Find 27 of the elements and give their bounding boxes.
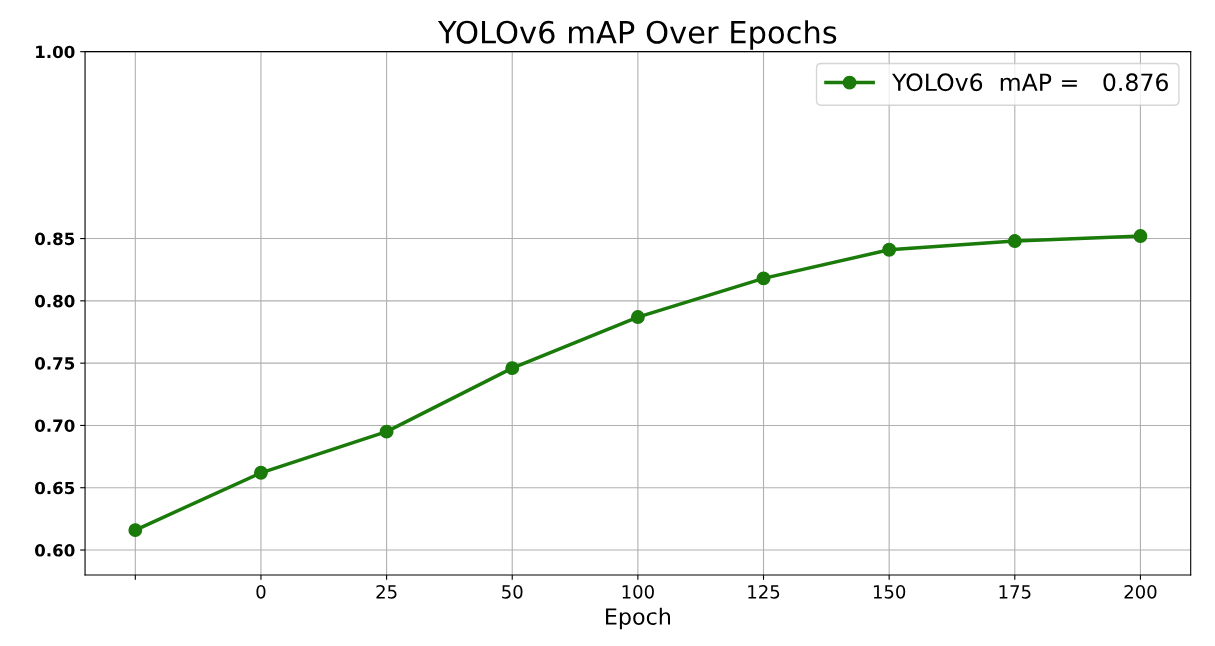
y-tick-label: 0.70 [35, 419, 75, 433]
x-tick-label: 0 [256, 584, 266, 599]
y-tick-label: 0.80 [35, 294, 75, 308]
x-tick-label: 175 [999, 585, 1031, 599]
y-tick-label: 1.00 [36, 45, 75, 59]
legend-label: YOLOv6 mAP = 0.876 [892, 73, 1168, 92]
y-tick-label: 0.60 [35, 543, 75, 557]
x-tick-label: 150 [873, 584, 906, 599]
x-tick-label: 50 [502, 584, 523, 599]
y-tick-label: 0.85 [35, 232, 75, 246]
y-tick-label: 0.65 [35, 481, 75, 495]
y-tick-label: 0.75 [35, 357, 75, 370]
point [128, 523, 143, 538]
point [254, 465, 268, 480]
point [379, 424, 394, 439]
point [1007, 234, 1022, 248]
point [756, 271, 771, 286]
point [1133, 229, 1148, 244]
x-tick-label: 25 [376, 584, 397, 599]
point [505, 361, 520, 376]
x-tick-label: 200 [1124, 584, 1157, 599]
x-tick-label: 125 [748, 584, 780, 599]
chart-title: YOLOv6 mAP Over Epochs [437, 20, 837, 50]
point [630, 310, 645, 324]
x-tick-label: 100 [622, 584, 654, 599]
point [882, 242, 897, 257]
x-axis-title: Epoch [606, 607, 671, 630]
